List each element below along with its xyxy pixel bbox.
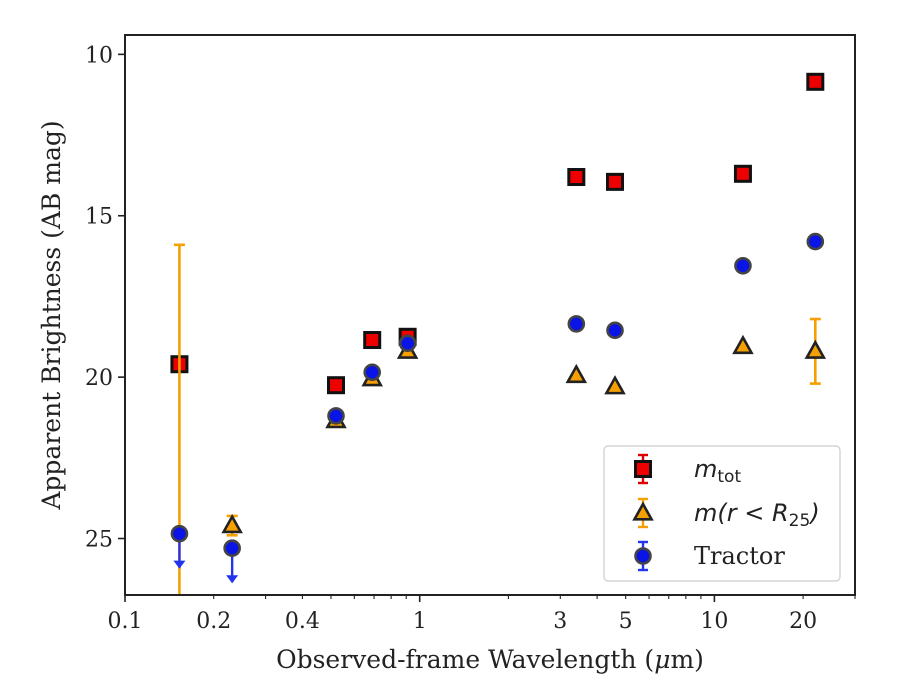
- x-tick-label: 5: [619, 609, 633, 634]
- legend: mtot m(r < R25) Tractor: [603, 445, 841, 582]
- tractor-point: [806, 232, 825, 251]
- x-tick-label: 0.2: [196, 609, 231, 634]
- mtot-point: [567, 168, 586, 187]
- legend-label-mr25: m(r < R25): [694, 499, 820, 531]
- mr25-point: [221, 513, 243, 534]
- tractor-point: [734, 256, 752, 275]
- x-axis: 0.1 0.2 0.4 1 3 5 10 20: [108, 595, 856, 634]
- tractor-point: [223, 539, 241, 557]
- plot-frame: [124, 34, 856, 596]
- tractor-point: [363, 363, 382, 382]
- mtot-point: [806, 72, 825, 91]
- mr25-point: [565, 363, 588, 384]
- upper-limit-arrowhead: [173, 560, 186, 569]
- tractor-point: [567, 315, 586, 333]
- mr25-point: [732, 334, 754, 355]
- mtot-point: [606, 172, 625, 191]
- upper-limit-arrowhead: [226, 575, 239, 584]
- legend-label-tractor: Tractor: [694, 542, 785, 570]
- y-tick-label: 10: [85, 43, 113, 68]
- x-tick-label: 1: [413, 609, 427, 634]
- x-tick-label: 0.1: [108, 609, 143, 634]
- legend-box: [603, 445, 841, 582]
- legend-label-mtot: mtot: [694, 455, 741, 487]
- x-axis-label: Observed-frame Wavelength (μm): [276, 645, 704, 674]
- x-tick-label: 10: [700, 609, 728, 634]
- tractor-point: [327, 407, 345, 425]
- mr25-point: [604, 375, 626, 395]
- mtot-point: [363, 331, 382, 350]
- series-0: [170, 72, 825, 395]
- y-axis-label: Apparent Brightness (AB mag): [37, 120, 66, 510]
- legend-marker: [632, 501, 654, 521]
- y-tick-label: 15: [85, 205, 113, 230]
- mr25-point: [804, 339, 827, 359]
- legend-marker: [634, 547, 652, 565]
- y-axis: 10 15 20 25: [85, 43, 125, 553]
- x-tick-label: 20: [789, 609, 817, 634]
- plot-area: [170, 72, 827, 595]
- tractor-point: [606, 321, 624, 340]
- legend-marker: [634, 460, 652, 478]
- series-2: [170, 232, 825, 584]
- y-tick-label: 20: [85, 366, 113, 391]
- mtot-point: [733, 164, 752, 183]
- x-tick-label: 0.4: [285, 609, 320, 634]
- x-tick-label: 3: [553, 609, 567, 634]
- tractor-point: [398, 334, 417, 353]
- tractor-point: [170, 524, 189, 543]
- mtot-point: [327, 376, 346, 395]
- y-tick-label: 25: [85, 528, 113, 553]
